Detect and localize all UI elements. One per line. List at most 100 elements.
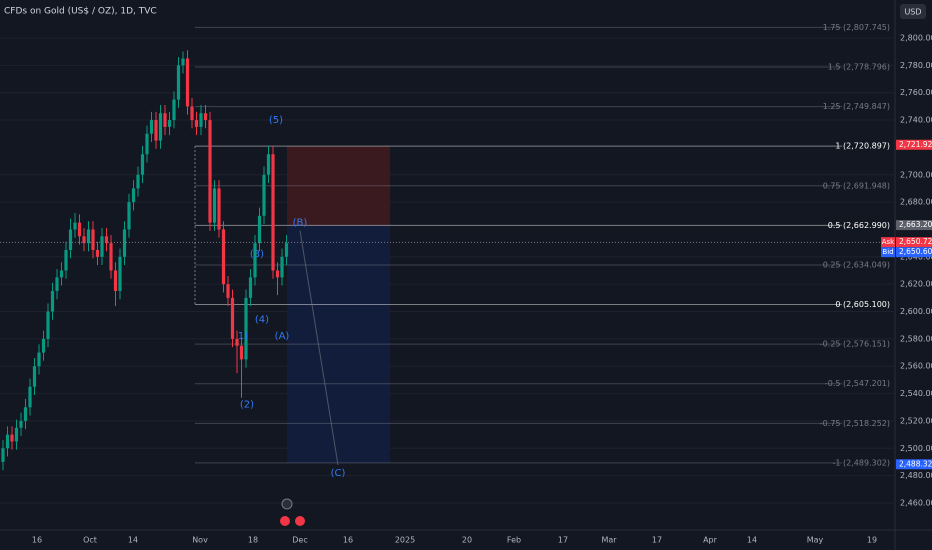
fib-label: 1 (2,720.897) xyxy=(835,142,890,151)
fib-label: 0.5 (2,662.990) xyxy=(828,221,890,230)
candle-body xyxy=(208,120,212,223)
price-tag-label: 2,650.600 xyxy=(899,247,932,256)
price-tag xyxy=(896,247,932,258)
candle-body xyxy=(23,407,28,421)
candle-body xyxy=(172,99,176,121)
candle-body xyxy=(158,113,163,141)
y-tick-label: 2,600.000 xyxy=(900,307,932,316)
price-tag-side-label: Ask xyxy=(882,238,895,246)
price-tag-label: 2,663.200 xyxy=(899,220,932,229)
candle-body xyxy=(221,229,226,285)
candle-body xyxy=(271,154,275,271)
wave-label: (4) xyxy=(255,315,269,326)
chart-title: CFDs on Gold (US$ / OZ), 1D, TVC xyxy=(4,7,157,17)
candle-body xyxy=(46,311,50,339)
candle-body xyxy=(280,256,284,278)
candle-body xyxy=(145,133,149,155)
candle-body xyxy=(248,277,253,298)
x-tick-label: 20 xyxy=(462,536,472,545)
price-tag-side xyxy=(881,247,895,258)
fib-label: -1 (2,489.302) xyxy=(833,458,890,467)
candle-body xyxy=(181,58,185,66)
candle-body xyxy=(185,58,190,107)
candle-body xyxy=(131,188,136,203)
candle-body xyxy=(190,106,194,121)
candle-body xyxy=(217,188,221,230)
candle-body xyxy=(104,236,109,244)
candle-body xyxy=(19,420,23,428)
y-tick-label: 2,480.000 xyxy=(900,471,932,480)
candle-body xyxy=(5,434,10,449)
price-tag-side-label: Bid xyxy=(882,248,893,256)
fib-label: 1.5 (2,778.796) xyxy=(828,62,890,71)
x-tick-label: Apr xyxy=(703,536,718,545)
fib-label: 0 (2,605.100) xyxy=(835,300,890,309)
x-tick-label: Mar xyxy=(601,536,617,545)
x-tick-label: Oct xyxy=(83,536,97,545)
candle-body xyxy=(113,270,118,292)
wave-label: (5) xyxy=(269,115,283,126)
candle-body xyxy=(55,277,59,292)
y-tick-label: 2,580.000 xyxy=(900,334,932,343)
candle-body xyxy=(226,284,230,298)
y-tick-label: 2,700.000 xyxy=(900,170,932,179)
candle-body xyxy=(176,65,181,100)
event-icon[interactable] xyxy=(295,516,305,526)
candle-body xyxy=(154,120,158,141)
candle-body xyxy=(91,229,95,250)
candle-body xyxy=(275,270,280,278)
candle-body xyxy=(28,386,32,408)
x-tick-label: 17 xyxy=(652,536,662,545)
candle-body xyxy=(95,249,100,257)
x-tick-label: 2025 xyxy=(395,536,415,545)
candle-body xyxy=(14,427,19,442)
candle-body xyxy=(253,243,257,278)
candle-body xyxy=(32,366,37,387)
candle-body xyxy=(82,236,86,244)
y-tick-label: 2,560.000 xyxy=(900,362,932,371)
y-tick-label: 2,740.000 xyxy=(900,116,932,125)
x-tick-label: 16 xyxy=(343,536,353,545)
currency-label[interactable]: USD xyxy=(904,8,921,17)
plot: 1.75 (2,807.745) 1.5 (2,778.796) 1.25 (2,7… xyxy=(0,23,895,504)
price-tag-side xyxy=(881,237,895,248)
candle-body xyxy=(100,236,104,257)
x-tick-label: May xyxy=(807,536,824,545)
wave-label: (A) xyxy=(275,331,290,342)
candle-body xyxy=(73,222,77,230)
candle-body xyxy=(230,297,235,339)
fib-label: 1.75 (2,807.745) xyxy=(823,23,890,32)
candle-body xyxy=(122,229,127,257)
y-tick-label: 2,760.000 xyxy=(900,88,932,97)
fib-label: 1.25 (2,749.847) xyxy=(823,102,890,111)
y-tick-label: 2,460.000 xyxy=(900,499,932,508)
price-tag xyxy=(896,237,932,248)
candle-body xyxy=(266,154,271,175)
currency-button[interactable] xyxy=(900,4,926,19)
price-tag-label: 2,650.720 xyxy=(899,237,932,246)
fib-label: -0.5 (2,547.201) xyxy=(825,379,890,388)
event-icon[interactable] xyxy=(280,516,290,526)
fib-label: 0.25 (2,634.049) xyxy=(823,260,890,269)
candle-body xyxy=(140,154,145,175)
wave-label: 1) xyxy=(238,331,248,342)
x-tick-label: 19 xyxy=(867,536,877,545)
x-tick-label: 17 xyxy=(558,536,568,545)
candle-body xyxy=(244,297,248,360)
candle-body xyxy=(257,215,262,244)
candle-body xyxy=(235,338,239,346)
candle-body xyxy=(212,188,217,223)
x-tick-label: 18 xyxy=(248,536,258,545)
fib-label: -0.75 (2,518.252) xyxy=(820,419,890,428)
candle-body xyxy=(10,434,14,442)
price-tag-label: 2,721.925 xyxy=(899,140,932,149)
price-tag xyxy=(896,139,932,150)
stop-zone xyxy=(287,146,390,226)
event-icon[interactable] xyxy=(281,498,293,510)
candle-body xyxy=(163,113,167,127)
price-tag-label: 2,488.326 xyxy=(899,459,932,468)
candle-body xyxy=(1,448,5,462)
candle-body xyxy=(41,338,46,353)
